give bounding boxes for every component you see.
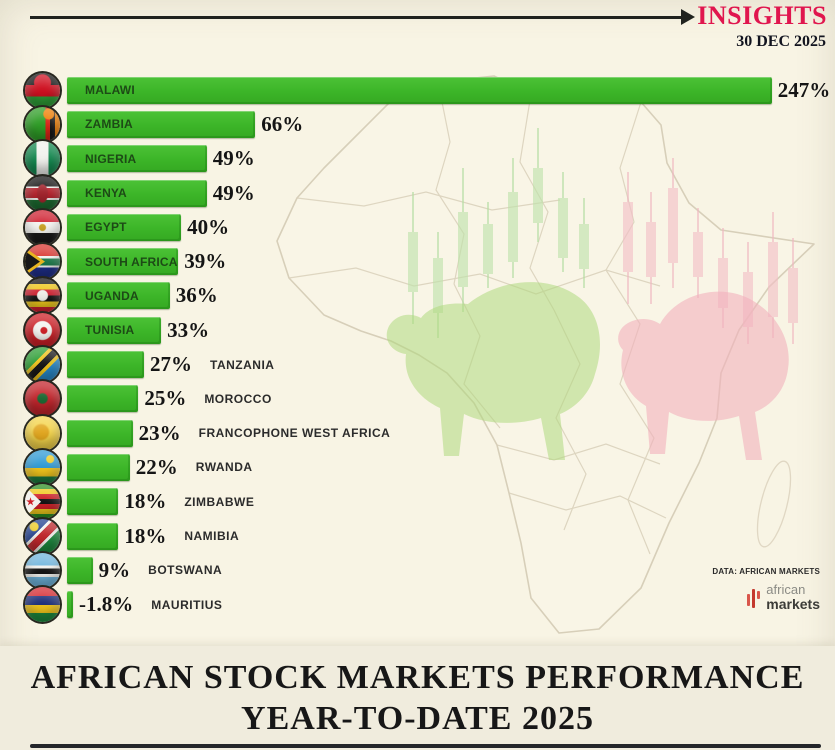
bar-chart-icon (747, 586, 761, 609)
bar-chart: MALAWI 247% ZAMBIA 66% NIGERIA 49% KENYA 49% EGY… (25, 72, 835, 623)
bar-value-label: 66% (261, 111, 304, 136)
chart-title-line2: YEAR-TO-DATE 2025 (241, 700, 594, 737)
flag-morocco-icon (25, 381, 60, 417)
flag-francophone-west-africa-icon (25, 415, 60, 451)
flag-tunisia-icon (25, 312, 60, 348)
bar-country-label: TANZANIA (210, 357, 275, 372)
chart-row: 25% MOROCCO (25, 381, 835, 417)
bar-country-label: MALAWI (85, 83, 135, 98)
bar-value-label: 247% (777, 77, 831, 102)
bar-kenya: KENYA (67, 179, 207, 207)
bar-value-label: 18% (124, 489, 167, 514)
bar-country-label: MAURITIUS (151, 597, 223, 612)
african-markets-logo: african markets (747, 583, 820, 611)
bar-namibia (67, 522, 119, 550)
data-source-label: DATA: AFRICAN MARKETS (712, 567, 820, 576)
bar-botswana (67, 556, 93, 584)
flag-tanzania-icon (25, 347, 60, 383)
bar-zambia: ZAMBIA (67, 110, 256, 138)
bar-country-label: NIGERIA (85, 151, 137, 166)
bar-egypt: EGYPT (67, 213, 182, 241)
flag-mauritius-icon (25, 587, 60, 623)
bottom-rule (30, 744, 821, 748)
bar-francophone-west-africa (67, 419, 133, 447)
bar-country-label: NAMIBIA (184, 529, 240, 543)
header-arrow-line (30, 16, 683, 19)
bar-value-label: 18% (124, 523, 167, 548)
bar-nigeria: NIGERIA (67, 145, 207, 173)
chart-row: ZAMBIA 66% (25, 106, 835, 142)
bar-uganda: UGANDA (67, 282, 170, 310)
bar-country-label: RWANDA (195, 460, 253, 475)
logo-line1: african (766, 582, 806, 597)
bar-value-label: 25% (144, 386, 187, 411)
bar-value-label: 49% (212, 180, 255, 205)
bar-morocco (67, 385, 139, 413)
flag-botswana-icon (25, 552, 60, 588)
bar-country-label: SOUTH AFRICA (85, 254, 178, 269)
bar-country-label: TUNISIA (85, 323, 135, 338)
brand-title: INSIGHTS (697, 1, 827, 30)
bar-country-label: ZIMBABWE (184, 494, 255, 509)
logo-line2: markets (766, 595, 820, 612)
bar-value-label: 40% (187, 214, 230, 239)
bar-value-label: 9% (98, 557, 131, 582)
chart-row: 23% FRANCOPHONE WEST AFRICA (25, 415, 835, 451)
flag-zambia-icon (25, 106, 60, 142)
flag-malawi-icon (25, 72, 60, 108)
chart-row: MALAWI 247% (25, 72, 835, 108)
bar-south-africa: SOUTH AFRICA (67, 248, 179, 276)
flag-kenya-icon (25, 175, 60, 211)
bar-country-label: MOROCCO (204, 391, 272, 406)
chart-title-line1: AFRICAN STOCK MARKETS PERFORMANCE (30, 659, 805, 696)
bar-value-label: 22% (135, 454, 178, 479)
chart-row: 22% RWANDA (25, 449, 835, 485)
bar-tunisia: TUNISIA (67, 316, 162, 344)
chart-row: UGANDA 36% (25, 278, 835, 314)
bar-value-label: 23% (138, 420, 181, 445)
bar-country-label: UGANDA (85, 288, 139, 303)
chart-row: 18% NAMIBIA (25, 518, 835, 554)
flag-south-africa-icon (25, 244, 60, 280)
chart-row: SOUTH AFRICA 39% (25, 244, 835, 280)
chart-row: 27% TANZANIA (25, 347, 835, 383)
chart-row: 9% BOTSWANA (25, 552, 835, 588)
bar-value-label: 49% (212, 146, 255, 171)
logo-text: african markets (766, 583, 820, 611)
flag-uganda-icon (25, 278, 60, 314)
flag-zimbabwe-icon (25, 484, 60, 520)
flag-namibia-icon (25, 518, 60, 554)
bar-country-label: BOTSWANA (148, 563, 223, 578)
bar-value-label: 39% (184, 249, 227, 274)
bar-malawi: MALAWI (67, 76, 772, 104)
bar-tanzania (67, 351, 145, 379)
chart-row: EGYPT 40% (25, 209, 835, 245)
chart-row: -1.8% MAURITIUS (25, 587, 835, 623)
title-panel: AFRICAN STOCK MARKETS PERFORMANCE YEAR-T… (0, 646, 835, 750)
chart-row: TUNISIA 33% (25, 312, 835, 348)
bar-country-label: ZAMBIA (85, 117, 133, 132)
bar-zimbabwe (67, 488, 119, 516)
chart-row: NIGERIA 49% (25, 141, 835, 177)
bar-value-label: -1.8% (79, 592, 134, 617)
chart-row: KENYA 49% (25, 175, 835, 211)
bar-value-label: 33% (167, 317, 210, 342)
bar-rwanda (67, 453, 130, 481)
bar-mauritius (67, 591, 73, 619)
arrow-head-icon (681, 9, 695, 25)
bar-country-label: KENYA (85, 186, 127, 201)
bar-country-label: EGYPT (85, 220, 127, 235)
report-date: 30 DEC 2025 (736, 33, 826, 50)
chart-row: 18% ZIMBABWE (25, 484, 835, 520)
flag-nigeria-icon (25, 141, 60, 177)
bar-value-label: 36% (175, 283, 218, 308)
bar-value-label: 27% (150, 352, 193, 377)
bar-country-label: FRANCOPHONE WEST AFRICA (198, 426, 391, 441)
flag-rwanda-icon (25, 449, 60, 485)
flag-egypt-icon (25, 209, 60, 245)
